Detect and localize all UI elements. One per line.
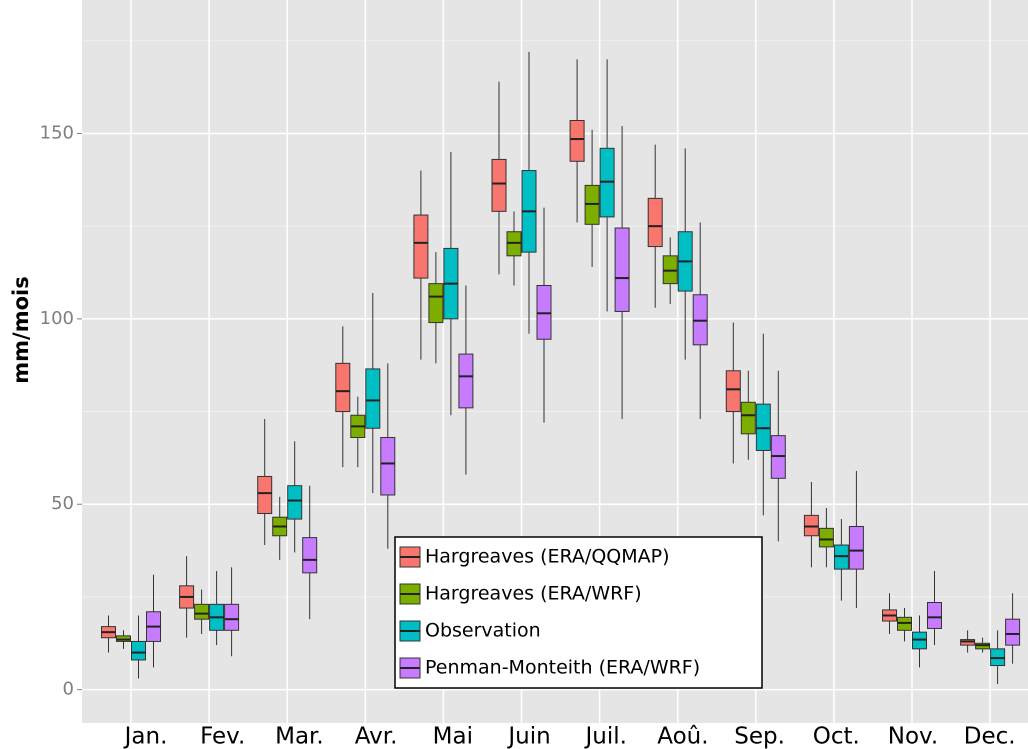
box: [740, 401, 756, 435]
box: [428, 283, 444, 324]
legend-label: Observation: [425, 620, 541, 642]
box: [458, 353, 474, 409]
box: [287, 485, 303, 520]
x-tick-label: Juil.: [583, 724, 626, 749]
box: [380, 437, 396, 496]
box: [413, 214, 429, 279]
box: [927, 602, 942, 629]
x-tick-label: Aoû.: [657, 724, 708, 749]
legend-frame: [394, 536, 763, 689]
box: [848, 525, 864, 570]
x-tick-label: Mar.: [275, 724, 324, 749]
box: [569, 120, 585, 162]
box: [647, 197, 663, 248]
y-tick-label: 50: [51, 493, 74, 514]
x-tick-label: Mai: [433, 724, 473, 749]
box: [818, 527, 834, 548]
box: [194, 603, 210, 620]
legend-label: Hargreaves (ERA/WRF): [425, 583, 642, 605]
x-tick-label: Nov.: [888, 724, 938, 749]
y-tick-label: 100: [40, 308, 74, 329]
box: [1005, 618, 1021, 646]
box: [365, 368, 381, 429]
x-tick-label: Sep.: [734, 724, 785, 749]
legend: Hargreaves (ERA/QQMAP) Hargreaves (ERA/WR…: [394, 536, 763, 689]
box: [257, 475, 273, 515]
legend-label: Hargreaves (ERA/QQMAP): [425, 546, 670, 568]
y-tick-label: 150: [40, 122, 74, 143]
x-tick-label: Oct.: [813, 724, 860, 749]
legend-label: Penman-Monteith (ERA/WRF): [425, 657, 700, 679]
box: [491, 158, 507, 212]
y-axis-label: mm/mois: [9, 276, 33, 383]
box: [335, 362, 351, 413]
x-tick-label: Avr.: [355, 724, 398, 749]
box: [224, 603, 240, 631]
box: [131, 640, 146, 661]
x-tick-label: Dec.: [964, 724, 1016, 749]
x-tick-label: Fev.: [200, 724, 245, 749]
x-tick-label: Jan.: [123, 724, 168, 749]
y-tick-label: 0: [63, 679, 74, 700]
box: [614, 227, 630, 312]
box: [725, 370, 741, 413]
box: [302, 537, 318, 574]
x-tick-label: Juin: [506, 724, 550, 749]
